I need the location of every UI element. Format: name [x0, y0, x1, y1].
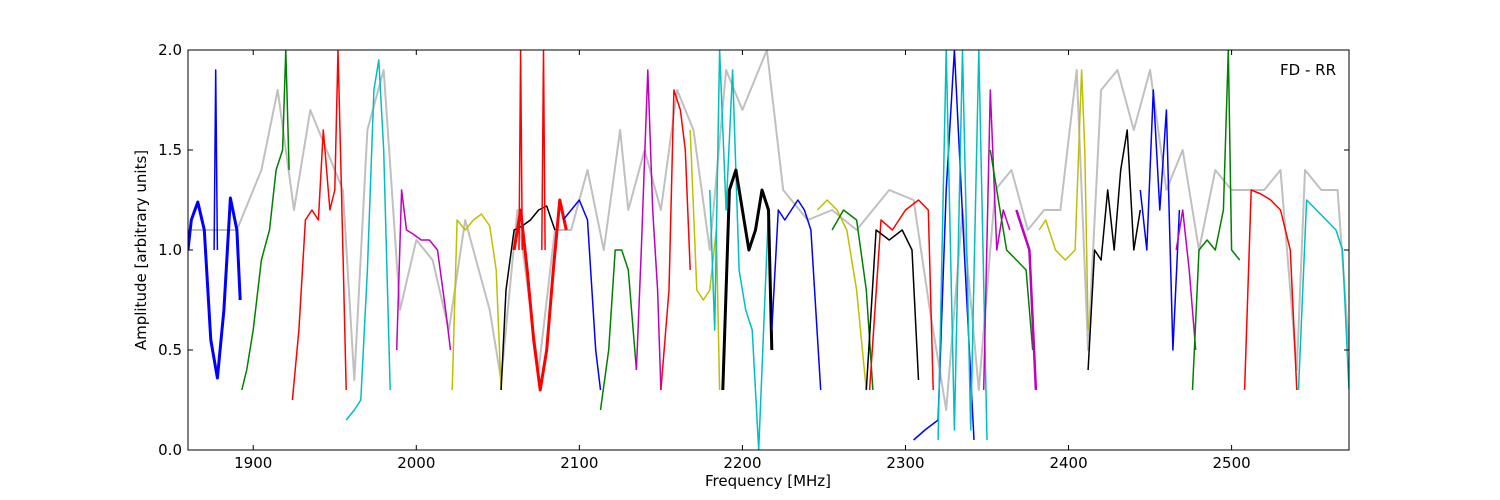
y-tick-label: 0.5: [158, 341, 182, 359]
series-line-15: [660, 89, 691, 391]
series-line-5: [345, 59, 391, 421]
y-tick-label: 2.0: [158, 41, 182, 59]
series-line-35: [1297, 199, 1349, 391]
x-tick-label: 2100: [560, 454, 598, 472]
ticks-layer: 1900 2000 2100 2200 2300 2400 2500 0.0 0.5 1.0 1.5…: [158, 41, 1349, 472]
series-line-11: [541, 50, 546, 251]
x-tick-label: 2400: [1049, 454, 1087, 472]
series-line-19: [771, 199, 822, 391]
series-line-3: [241, 50, 290, 391]
series-line-17: [709, 50, 770, 450]
series-line-31: [1139, 89, 1181, 351]
series-line-30: [1087, 129, 1142, 371]
series-line-7: [451, 213, 502, 391]
series-line-12: [562, 199, 602, 391]
y-axis-label: Amplitude [arbitrary units]: [132, 150, 150, 350]
x-tick-label: 2000: [397, 454, 435, 472]
x-tick-label: 2200: [723, 454, 761, 472]
series-line-10: [518, 50, 524, 251]
y-tick-label: 1.5: [158, 141, 182, 159]
series-line-34: [1243, 189, 1298, 391]
series-line-26: [982, 89, 1011, 391]
series-line-1: [188, 196, 242, 380]
series-line-2: [213, 69, 219, 251]
series-line-18: [721, 168, 774, 391]
series-line-27: [989, 149, 1034, 351]
series-line-32: [1175, 209, 1197, 351]
series-line-23: [865, 229, 920, 391]
series-line-20: [816, 199, 868, 391]
x-tick-label: 2300: [886, 454, 924, 472]
series-line-14: [635, 69, 662, 391]
series-line-22: [868, 199, 934, 391]
annotation-label: FD - RR: [1280, 61, 1336, 79]
series-line-4: [291, 50, 347, 401]
y-tick-label: 0.0: [158, 441, 182, 459]
x-tick-label: 2500: [1213, 454, 1251, 472]
x-tick-label: 1900: [234, 454, 272, 472]
series-line-21: [831, 209, 874, 391]
series-line-6: [395, 189, 452, 351]
series-line-33: [1191, 50, 1241, 391]
y-tick-label: 1.0: [158, 241, 182, 259]
series-line-16: [689, 129, 721, 391]
series-line-13: [599, 249, 638, 411]
series-line-24: [913, 50, 975, 441]
series-line-0: [188, 50, 1349, 411]
series-line-28: [1015, 209, 1038, 391]
series-line-29: [1038, 69, 1089, 331]
x-axis-label: Frequency [MHz]: [705, 472, 831, 490]
series-layer: [188, 50, 1349, 450]
